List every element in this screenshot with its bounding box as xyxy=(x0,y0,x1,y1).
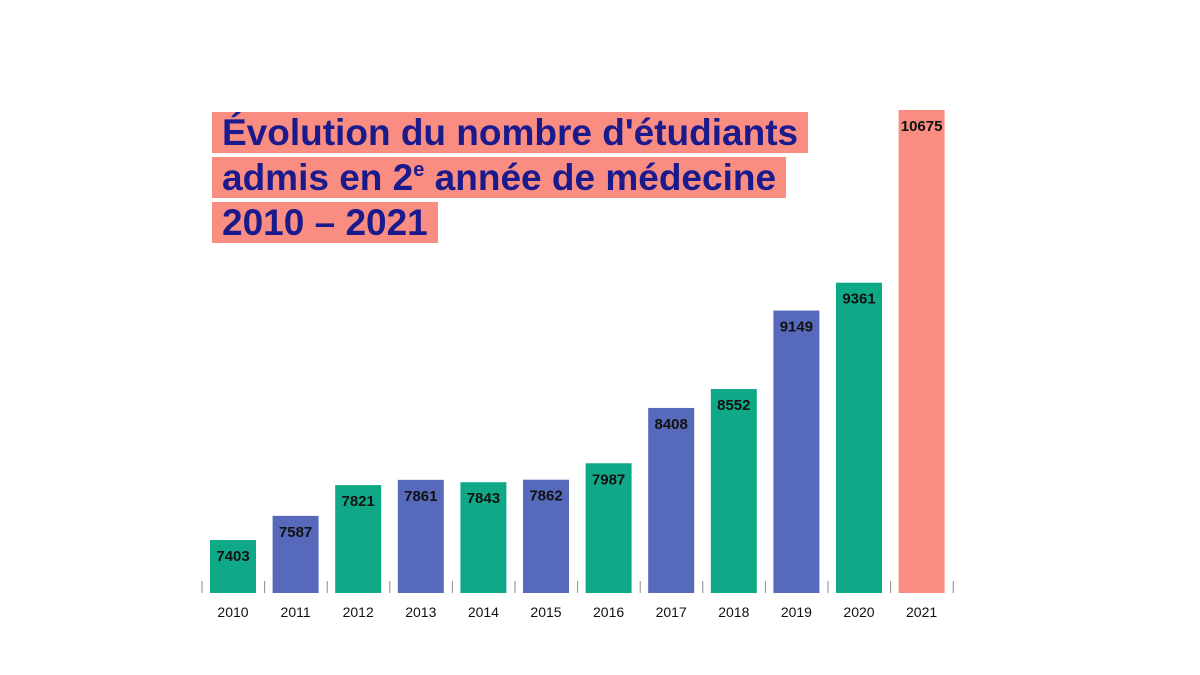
title-line-1: Évolution du nombre d'étudiants xyxy=(212,112,809,153)
x-tick-label-2019: 2019 xyxy=(781,604,812,620)
title-line-3: 2010 – 2021 xyxy=(212,202,438,243)
bar-2017 xyxy=(648,407,695,593)
x-tick-label-2018: 2018 xyxy=(718,604,749,620)
bar-2019 xyxy=(773,310,820,593)
x-tick-label-2012: 2012 xyxy=(343,604,374,620)
x-tick-label-2011: 2011 xyxy=(281,604,311,620)
bar-2018 xyxy=(710,389,757,593)
bar-2012 xyxy=(335,485,382,593)
bar-label-2012: 7821 xyxy=(342,493,375,510)
x-tick-labels-group: 2010 2011 2012 2013 2014 2015 2016 2017 2018 2019… xyxy=(217,604,937,620)
x-tick-label-2010: 2010 xyxy=(217,604,248,620)
x-tick-label-2014: 2014 xyxy=(468,604,499,620)
bar-2020 xyxy=(836,282,882,593)
title-line-2-start: admis en 2 xyxy=(222,157,414,198)
x-axis xyxy=(201,581,954,593)
bar-label-2016: 7987 xyxy=(592,471,625,488)
bar-2014 xyxy=(460,482,507,593)
x-tick-label-2015: 2015 xyxy=(530,604,561,620)
bar-label-2017: 8408 xyxy=(655,416,688,433)
bar-label-2010: 7403 xyxy=(216,548,249,565)
bar-2016 xyxy=(585,463,632,593)
bar-label-2020: 9361 xyxy=(842,291,875,308)
bars-group xyxy=(210,110,945,593)
bar-label-2013: 7861 xyxy=(404,488,437,505)
bar-labels-group: 7403 7587 7821 7861 7843 7862 7987 8408 8552 9149… xyxy=(216,118,942,565)
bar-2010 xyxy=(210,540,256,593)
bar-2011 xyxy=(272,515,319,593)
bar-label-2011: 7587 xyxy=(279,524,312,541)
x-tick-label-2021: 2021 xyxy=(906,604,937,620)
title-line-2-end: année de médecine xyxy=(424,157,777,198)
x-tick-label-2013: 2013 xyxy=(405,604,436,620)
bar-label-2014: 7843 xyxy=(467,490,500,507)
bar-label-2015: 7862 xyxy=(529,488,562,505)
x-tick-label-2016: 2016 xyxy=(593,604,624,620)
bar-2013 xyxy=(397,479,444,593)
bar-2015 xyxy=(523,479,569,593)
x-tick-label-2020: 2020 xyxy=(843,604,874,620)
title-superscript: e xyxy=(413,159,425,181)
bar-2021 xyxy=(898,110,945,593)
bar-label-2018: 8552 xyxy=(717,397,750,414)
title-line-2: admis en 2e année de médecine xyxy=(212,157,787,198)
x-tick-label-2017: 2017 xyxy=(656,604,687,620)
bar-label-2019: 9149 xyxy=(780,319,813,336)
chart-title: Évolution du nombre d'étudiants admis en… xyxy=(212,112,809,247)
bar-label-2021: 10675 xyxy=(901,118,943,135)
